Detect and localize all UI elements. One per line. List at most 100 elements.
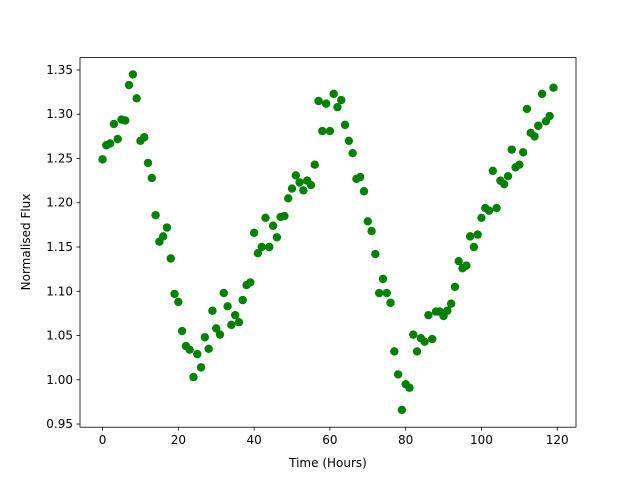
x-tick-label: 60: [322, 433, 337, 447]
point: [287, 184, 297, 193]
point: [170, 289, 179, 299]
point: [109, 119, 119, 129]
point: [333, 102, 342, 112]
point: [450, 282, 460, 292]
point: [143, 158, 153, 168]
point: [185, 345, 194, 354]
point: [162, 223, 172, 232]
point: [534, 121, 543, 130]
point: [397, 405, 407, 415]
point: [200, 333, 210, 342]
point: [223, 302, 232, 311]
point: [299, 186, 308, 195]
y-tick-label: 1.35: [46, 63, 73, 77]
point: [420, 337, 429, 346]
x-tick-label: 80: [398, 433, 413, 447]
point: [321, 99, 331, 108]
point: [219, 288, 228, 298]
y-tick-label: 1.25: [46, 151, 73, 165]
point: [113, 134, 122, 144]
point: [477, 213, 486, 222]
point: [499, 179, 509, 189]
point: [363, 217, 372, 226]
y-tick-label: 1.05: [46, 329, 73, 343]
point: [291, 171, 300, 180]
x-tick-label: 40: [246, 433, 261, 447]
point: [530, 132, 539, 141]
point: [284, 194, 293, 203]
x-axis-label: Time (Hours): [288, 456, 367, 470]
point: [230, 310, 240, 320]
point: [454, 256, 463, 266]
point: [238, 295, 247, 305]
point: [212, 324, 221, 333]
point: [465, 232, 475, 241]
point: [246, 278, 255, 287]
point: [492, 203, 501, 213]
point: [124, 80, 134, 90]
point: [329, 89, 338, 99]
point: [151, 210, 160, 220]
point: [473, 230, 482, 239]
point: [412, 347, 422, 356]
point: [128, 70, 138, 79]
point: [177, 326, 187, 336]
point: [367, 226, 376, 236]
point: [356, 172, 365, 182]
point: [344, 136, 354, 145]
point: [390, 347, 399, 356]
point: [280, 211, 289, 221]
point: [537, 89, 547, 99]
point: [386, 298, 395, 307]
point: [140, 133, 149, 142]
point: [409, 330, 418, 339]
point: [348, 148, 357, 158]
point: [549, 83, 558, 92]
point: [393, 370, 403, 379]
point: [265, 242, 274, 252]
point: [545, 111, 554, 121]
point: [189, 372, 198, 382]
point: [371, 249, 380, 259]
point: [204, 344, 213, 353]
point: [518, 148, 528, 157]
point: [174, 297, 183, 307]
point: [325, 126, 335, 136]
y-axis-label: Normalised Flux: [19, 194, 33, 291]
point: [405, 383, 414, 392]
point: [337, 95, 346, 105]
point: [310, 160, 319, 169]
point: [522, 104, 532, 114]
point: [215, 330, 225, 339]
point: [257, 242, 266, 252]
y-tick-label: 0.95: [46, 417, 73, 431]
point: [193, 349, 202, 359]
y-tick-label: 1.20: [46, 196, 73, 210]
point: [488, 166, 498, 176]
point: [147, 173, 157, 183]
point: [374, 288, 384, 298]
point: [158, 232, 168, 241]
point: [469, 242, 479, 252]
point: [382, 288, 391, 298]
point: [503, 171, 513, 181]
point: [227, 320, 236, 330]
point: [515, 160, 524, 169]
point: [166, 254, 175, 263]
point: [105, 139, 115, 148]
point: [132, 94, 141, 103]
point: [340, 120, 350, 130]
point: [424, 310, 433, 320]
x-tick-label: 100: [470, 433, 493, 447]
point: [306, 180, 316, 190]
point: [196, 363, 206, 372]
x-tick-label: 120: [546, 433, 569, 447]
y-tick-label: 1.00: [46, 373, 73, 387]
point: [98, 155, 107, 164]
point: [272, 233, 282, 242]
point: [318, 126, 327, 136]
point: [208, 306, 217, 315]
point: [428, 334, 437, 344]
